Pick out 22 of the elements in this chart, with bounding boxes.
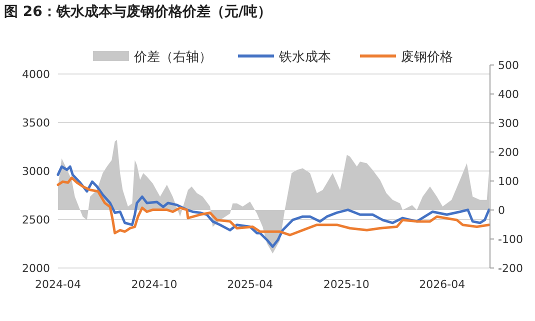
x-tick-label: 2025-10 (323, 278, 370, 291)
y2-tick-label: 100 (498, 175, 519, 188)
chart-title: 图 26：铁水成本与废钢价格价差（元/吨） (4, 3, 272, 20)
y2-tick-label: 0 (498, 204, 505, 217)
y2-tick-label: 500 (498, 59, 519, 72)
y-tick-label: 4000 (22, 68, 50, 81)
legend-label: 价差（右轴） (133, 50, 212, 65)
legend-label: 铁水成本 (278, 50, 331, 65)
y-tick-label: 2500 (22, 214, 50, 226)
y-tick-label: 3500 (22, 116, 50, 130)
legend-label: 废钢价格 (401, 50, 453, 65)
y2-tick-label: -200 (498, 262, 523, 275)
x-tick-label: 2024-04 (35, 278, 81, 291)
y2-tick-label: 200 (498, 146, 519, 159)
x-tick-label: 2025-04 (227, 278, 274, 291)
y2-tick-label: 400 (498, 88, 519, 101)
x-tick-label: 2024-10 (131, 278, 178, 291)
x-tick-label: 2026-04 (419, 278, 466, 291)
y2-tick-label: 300 (498, 117, 519, 130)
y-tick-label: 2000 (22, 262, 50, 275)
y-tick-label: 3000 (22, 165, 50, 178)
y2-tick-label: -100 (498, 233, 523, 246)
